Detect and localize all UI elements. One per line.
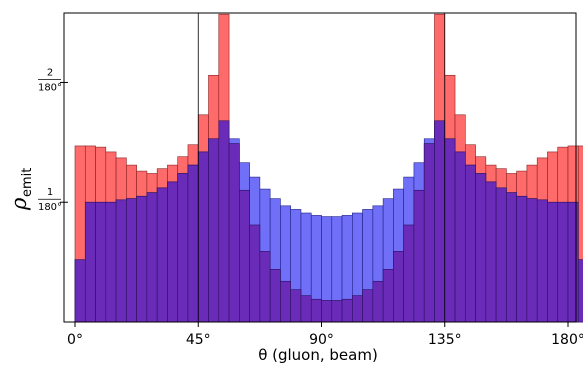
x-axis-label: θ (gluon, beam) [258, 346, 378, 364]
overlap-bar-4 [115, 199, 127, 323]
overlap-bar-46 [547, 201, 559, 323]
y-tick-label-0: 1 180° [38, 187, 62, 213]
overlap-bar-48 [567, 201, 579, 323]
overlap-bar-23 [310, 298, 322, 323]
overlap-bar-41 [495, 187, 507, 323]
overlap-bar-30 [382, 269, 394, 323]
x-tick-label-0: 0° [67, 332, 83, 348]
overlap-bar-20 [280, 280, 291, 323]
overlap-bar-21 [290, 289, 302, 323]
y-axis-label: ρ emit [7, 168, 35, 211]
overlap-bar-8 [156, 187, 168, 323]
overlap-bar-32 [403, 224, 415, 323]
overlap-bar-35 [434, 120, 446, 323]
y-tick-denominator-1: 180° [38, 82, 62, 93]
overlap-bar-15 [228, 143, 240, 323]
x-tick-label-1: 45° [186, 332, 211, 348]
overlap-bar-28 [362, 289, 374, 323]
x-tick-label-2: 90° [309, 332, 334, 348]
y-tick-denominator-0: 180° [38, 202, 62, 213]
overlap-bar-47 [557, 201, 569, 323]
histogram-bars [74, 13, 583, 323]
overlap-bar-25 [331, 300, 343, 323]
overlap-bar-43 [516, 195, 528, 323]
overlap-bar-22 [300, 295, 312, 323]
overlap-bar-0 [74, 259, 86, 323]
overlap-bar-45 [536, 199, 548, 323]
overlap-bar-36 [444, 138, 456, 323]
y-tick-label-1: 2 180° [38, 67, 62, 93]
overlap-bar-16 [239, 189, 250, 323]
overlap-bar-14 [218, 120, 230, 323]
overlap-bar-49 [577, 259, 583, 323]
overlap-bar-39 [475, 173, 487, 323]
overlap-bar-27 [352, 295, 363, 323]
plot-frame [63, 12, 577, 323]
overlap-bar-38 [464, 164, 476, 323]
y-axis-label-symbol: ρ [7, 197, 31, 211]
axis-ticks [60, 81, 569, 327]
overlap-bar-12 [197, 151, 209, 323]
overlap-bar-24 [321, 300, 333, 323]
overlap-bar-2 [95, 201, 107, 323]
overlap-bar-44 [526, 198, 538, 323]
overlap-bar-7 [146, 192, 158, 323]
overlap-bar-34 [423, 143, 435, 323]
overlap-bar-10 [177, 173, 189, 323]
overlap-bar-1 [84, 201, 96, 323]
overlap-bar-9 [167, 181, 179, 323]
overlap-bar-37 [454, 151, 466, 323]
overlap-bar-26 [341, 298, 353, 323]
overlap-bar-19 [269, 269, 281, 323]
overlap-bar-11 [187, 164, 199, 323]
overlap-bar-33 [413, 189, 425, 323]
x-tick-label-3: 135° [428, 332, 462, 348]
overlap-bar-40 [485, 181, 497, 323]
overlap-bar-3 [105, 201, 117, 323]
overlap-bar-6 [136, 195, 148, 323]
overlap-bar-13 [208, 138, 220, 323]
y-tick-numerator-1: 2 [47, 67, 53, 78]
y-axis-label-subscript: emit [20, 168, 35, 197]
overlap-bar-5 [126, 198, 137, 323]
overlap-bar-31 [393, 251, 404, 323]
reference-lines [197, 13, 446, 322]
y-tick-numerator-0: 1 [47, 187, 53, 198]
overlap-bar-42 [506, 192, 517, 323]
overlap-bar-17 [249, 224, 261, 323]
overlap-bar-18 [259, 251, 271, 323]
overlap-bar-29 [372, 280, 384, 323]
tick-labels: 0° 45° 90° 135° 180° 1 180° 2 180° [38, 67, 583, 348]
x-tick-label-4: 180° [551, 332, 583, 348]
